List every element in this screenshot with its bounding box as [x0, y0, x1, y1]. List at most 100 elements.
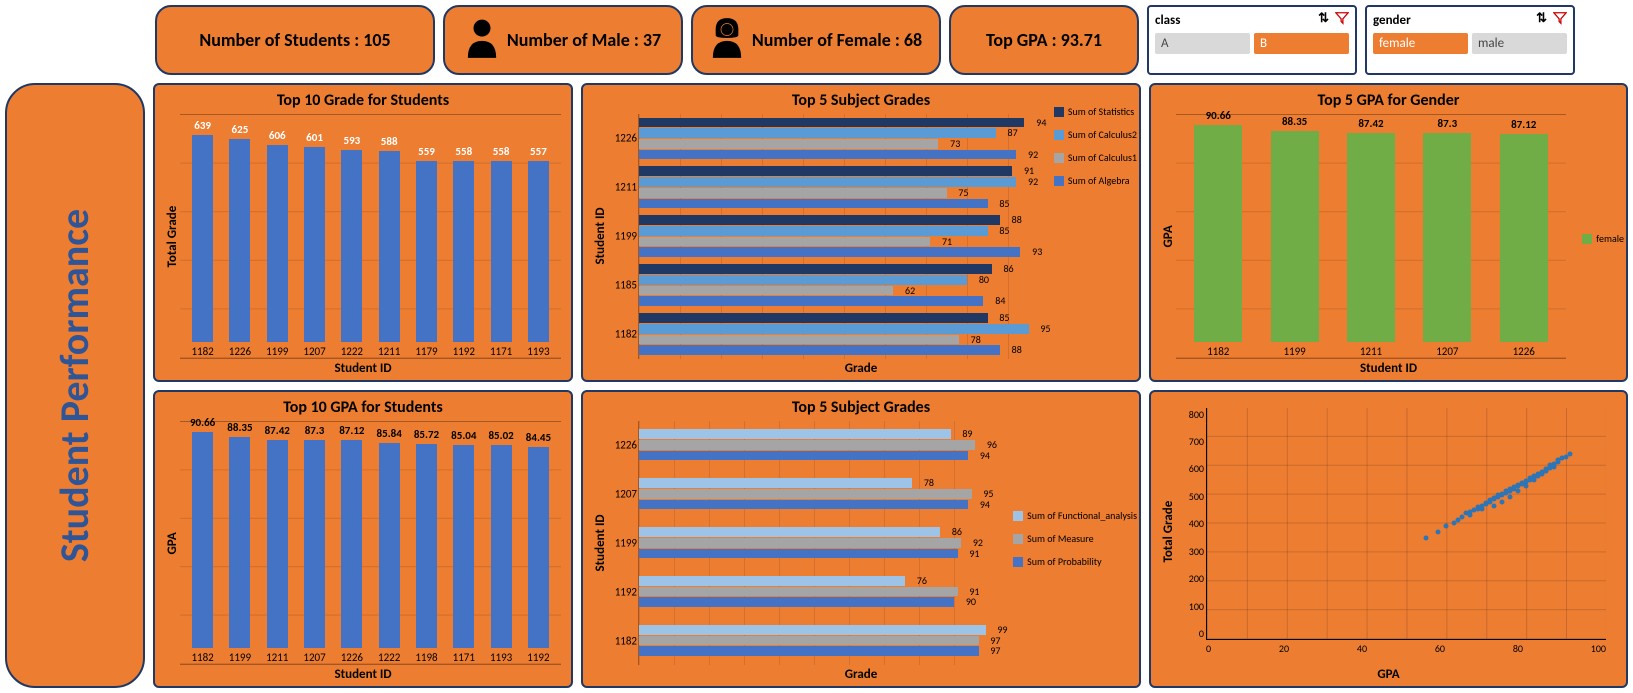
bar-value-label: 85.02 — [488, 429, 513, 442]
kpi-top-gpa-text: Top GPA : 93.71 — [986, 29, 1102, 51]
multiselect-icon[interactable]: ⇅ — [1536, 11, 1547, 29]
bar-value-label: 85 — [999, 311, 1009, 324]
bar: 588 — [379, 151, 400, 341]
bar: 78 — [639, 335, 959, 345]
category-label: 1222 — [341, 345, 363, 358]
bar-value-label: 88 — [1012, 343, 1022, 356]
slicer-class[interactable]: class ⇅ AB — [1147, 5, 1357, 75]
category-label: 1222 — [378, 651, 400, 664]
x-axis-label: Grade — [593, 361, 1129, 376]
legend-item: Sum of Statistics — [1054, 105, 1137, 118]
category-label: 1182 — [191, 345, 213, 358]
bar: 73 — [639, 139, 938, 149]
category-label: 1211 — [1360, 345, 1382, 358]
bar: 96 — [639, 440, 975, 450]
bar-value-label: 88 — [1012, 213, 1022, 226]
bar: 85 — [639, 199, 988, 209]
bar: 99 — [639, 625, 986, 635]
legend-item: Sum of Algebra — [1054, 174, 1137, 187]
category-label: 1182 — [609, 634, 637, 647]
bar-value-label: 87.42 — [265, 424, 290, 437]
scatter-point — [1516, 489, 1521, 494]
bar-value-label: 88.35 — [227, 421, 252, 434]
chart-top10-grade: Top 10 Grade for Students Total Grade 63… — [153, 83, 573, 382]
bar-value-label: 62 — [905, 284, 915, 297]
axis-tick: 80 — [1513, 642, 1523, 655]
bar-value-label: 71 — [942, 235, 952, 248]
legend-label: female — [1596, 232, 1624, 245]
y-axis-label: Student ID — [593, 421, 608, 666]
category-label: 1207 — [303, 345, 325, 358]
category-label: 1185 — [609, 279, 637, 292]
category-label: 1179 — [415, 345, 437, 358]
kpi-students: Number of Students : 105 — [155, 5, 435, 75]
category-label: 1192 — [609, 585, 637, 598]
bar-value-label: 91 — [969, 547, 979, 560]
category-label: 1207 — [609, 487, 637, 500]
slicer-option[interactable]: B — [1254, 33, 1349, 54]
bar-value-label: 625 — [232, 123, 249, 136]
bar-value-label: 85.84 — [377, 427, 402, 440]
bar: 89 — [639, 429, 951, 439]
axis-tick: 100 — [1591, 642, 1606, 655]
side-title: Student Performance — [5, 83, 145, 688]
legend-item: Sum of Calculus1 — [1054, 151, 1137, 164]
legend-label: Sum of Calculus2 — [1068, 128, 1137, 141]
bar: 84.45 — [528, 447, 549, 648]
slicer-option[interactable]: A — [1155, 33, 1250, 54]
bar-value-label: 87 — [1008, 126, 1018, 139]
axis-tick: 0 — [1176, 627, 1204, 640]
scatter-point — [1508, 495, 1513, 500]
legend-label: Sum of Statistics — [1068, 105, 1134, 118]
category-label: 1211 — [609, 181, 637, 194]
bar: 87.3 — [1423, 133, 1471, 341]
bar-value-label: 87.3 — [305, 424, 325, 437]
x-axis-label: Student ID — [165, 667, 561, 682]
bar-value-label: 85 — [999, 197, 1009, 210]
clear-filter-icon[interactable] — [1553, 11, 1567, 29]
scatter-point — [1492, 503, 1497, 508]
category-label: 1226 — [341, 651, 363, 664]
axis-tick: 300 — [1176, 545, 1204, 558]
bar: 87.42 — [1347, 133, 1395, 341]
category-label: 1199 — [266, 345, 288, 358]
category-label: 1199 — [609, 536, 637, 549]
kpi-male-text: Number of Male : 37 — [507, 29, 661, 51]
category-label: 1199 — [1283, 345, 1305, 358]
slicer-class-title: class — [1155, 13, 1180, 28]
bar: 90.66 — [1194, 125, 1242, 341]
chart-scatter: Total Grade 0100200300400500600700800 02… — [1149, 390, 1628, 689]
bar: 71 — [639, 237, 930, 247]
slicer-gender[interactable]: gender ⇅ femalemale — [1365, 5, 1575, 75]
bar: 93 — [639, 247, 1020, 257]
bar: 97 — [639, 646, 979, 656]
bar: 87.3 — [304, 440, 325, 648]
axis-tick: 20 — [1279, 642, 1289, 655]
clear-filter-icon[interactable] — [1335, 11, 1349, 29]
x-axis-label: Student ID — [1161, 361, 1616, 376]
bar: 91 — [639, 549, 958, 559]
bar: 625 — [229, 139, 250, 341]
category-label: 1207 — [303, 651, 325, 664]
bar: 557 — [528, 161, 549, 341]
bar-value-label: 86 — [1003, 262, 1013, 275]
bar-value-label: 559 — [418, 145, 435, 158]
category-label: 1226 — [609, 438, 637, 451]
bar: 95 — [639, 489, 972, 499]
category-label: 1182 — [609, 328, 637, 341]
legend-label: Sum of Functional_analysis — [1027, 509, 1137, 522]
bar-value-label: 75 — [958, 186, 968, 199]
y-axis-label: GPA — [1161, 114, 1176, 359]
category-label: 1226 — [229, 345, 251, 358]
chart-title: Top 5 Subject Grades — [593, 91, 1129, 110]
multiselect-icon[interactable]: ⇅ — [1318, 11, 1329, 29]
slicer-option[interactable]: male — [1472, 33, 1567, 54]
category-label: 1211 — [378, 345, 400, 358]
scatter-point — [1532, 477, 1537, 482]
chart-title: Top 10 GPA for Students — [165, 398, 561, 417]
scatter-point — [1524, 483, 1529, 488]
axis-tick: 600 — [1176, 462, 1204, 475]
slicer-option[interactable]: female — [1373, 33, 1468, 54]
bar-value-label: 92 — [1028, 175, 1038, 188]
bar: 86 — [639, 527, 940, 537]
